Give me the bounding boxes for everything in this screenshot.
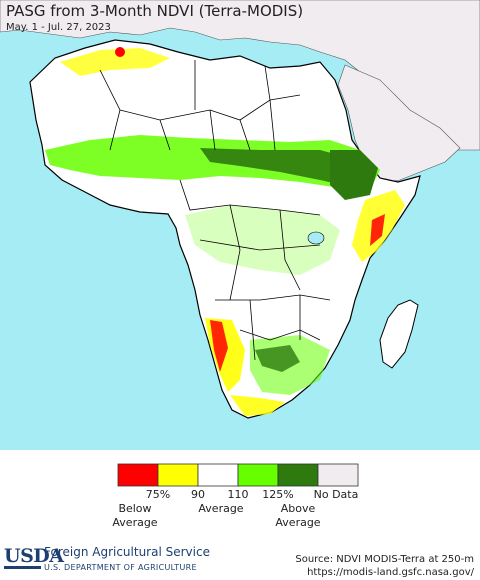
horn-red: [370, 214, 385, 246]
legend-tick-90: 90: [191, 488, 205, 501]
maghreb-red-spot: [115, 47, 125, 57]
africa-landmass: [29, 39, 421, 419]
legend-caption-below: Below Average: [112, 502, 158, 529]
legend-bar: [117, 463, 359, 487]
legend-swatch-below-75: [117, 463, 159, 487]
legend-swatch-above-125: [277, 463, 319, 487]
legend-tick-75: 75%: [145, 488, 171, 501]
map-subtitle: May. 1 - Jul. 27, 2023: [6, 22, 111, 33]
central-africa-green: [185, 205, 340, 275]
legend-tick-125: 125%: [262, 488, 294, 501]
legend-tick-no-data: No Data: [313, 488, 359, 501]
department-name: U.S. DEPARTMENT OF AGRICULTURE: [44, 563, 197, 572]
maghreb-yellow: [60, 48, 170, 76]
legend-swatch-110-125: [237, 463, 279, 487]
legend-caption-average: Average: [198, 502, 244, 515]
agency-name: Foreign Agricultural Service: [44, 545, 210, 559]
usda-logo-bar: [4, 566, 41, 569]
sahel-green-band: [45, 135, 380, 190]
legend-caption-above: Above Average: [275, 502, 321, 529]
legend-tick-110: 110: [227, 488, 249, 501]
namibia-red: [210, 320, 228, 372]
arabian-peninsula: [337, 64, 461, 184]
south-africa-dark-green: [255, 345, 300, 372]
madagascar: [379, 299, 419, 369]
lake-victoria: [307, 231, 325, 245]
legend-swatch-no-data: [317, 463, 359, 487]
footer: [0, 540, 480, 580]
map-title: PASG from 3-Month NDVI (Terra-MODIS): [6, 2, 304, 20]
country-borders: [99, 60, 331, 361]
usda-logo: USDA: [4, 545, 64, 567]
cape-yellow: [230, 395, 285, 416]
legend-swatch-90-110: [197, 463, 239, 487]
sahel-dark-green: [200, 148, 370, 188]
source-credit: Source: NDVI MODIS-Terra at 250-m https:…: [295, 554, 474, 578]
legend-swatch-75-90: [157, 463, 199, 487]
ethiopia-dark-green: [330, 150, 378, 200]
